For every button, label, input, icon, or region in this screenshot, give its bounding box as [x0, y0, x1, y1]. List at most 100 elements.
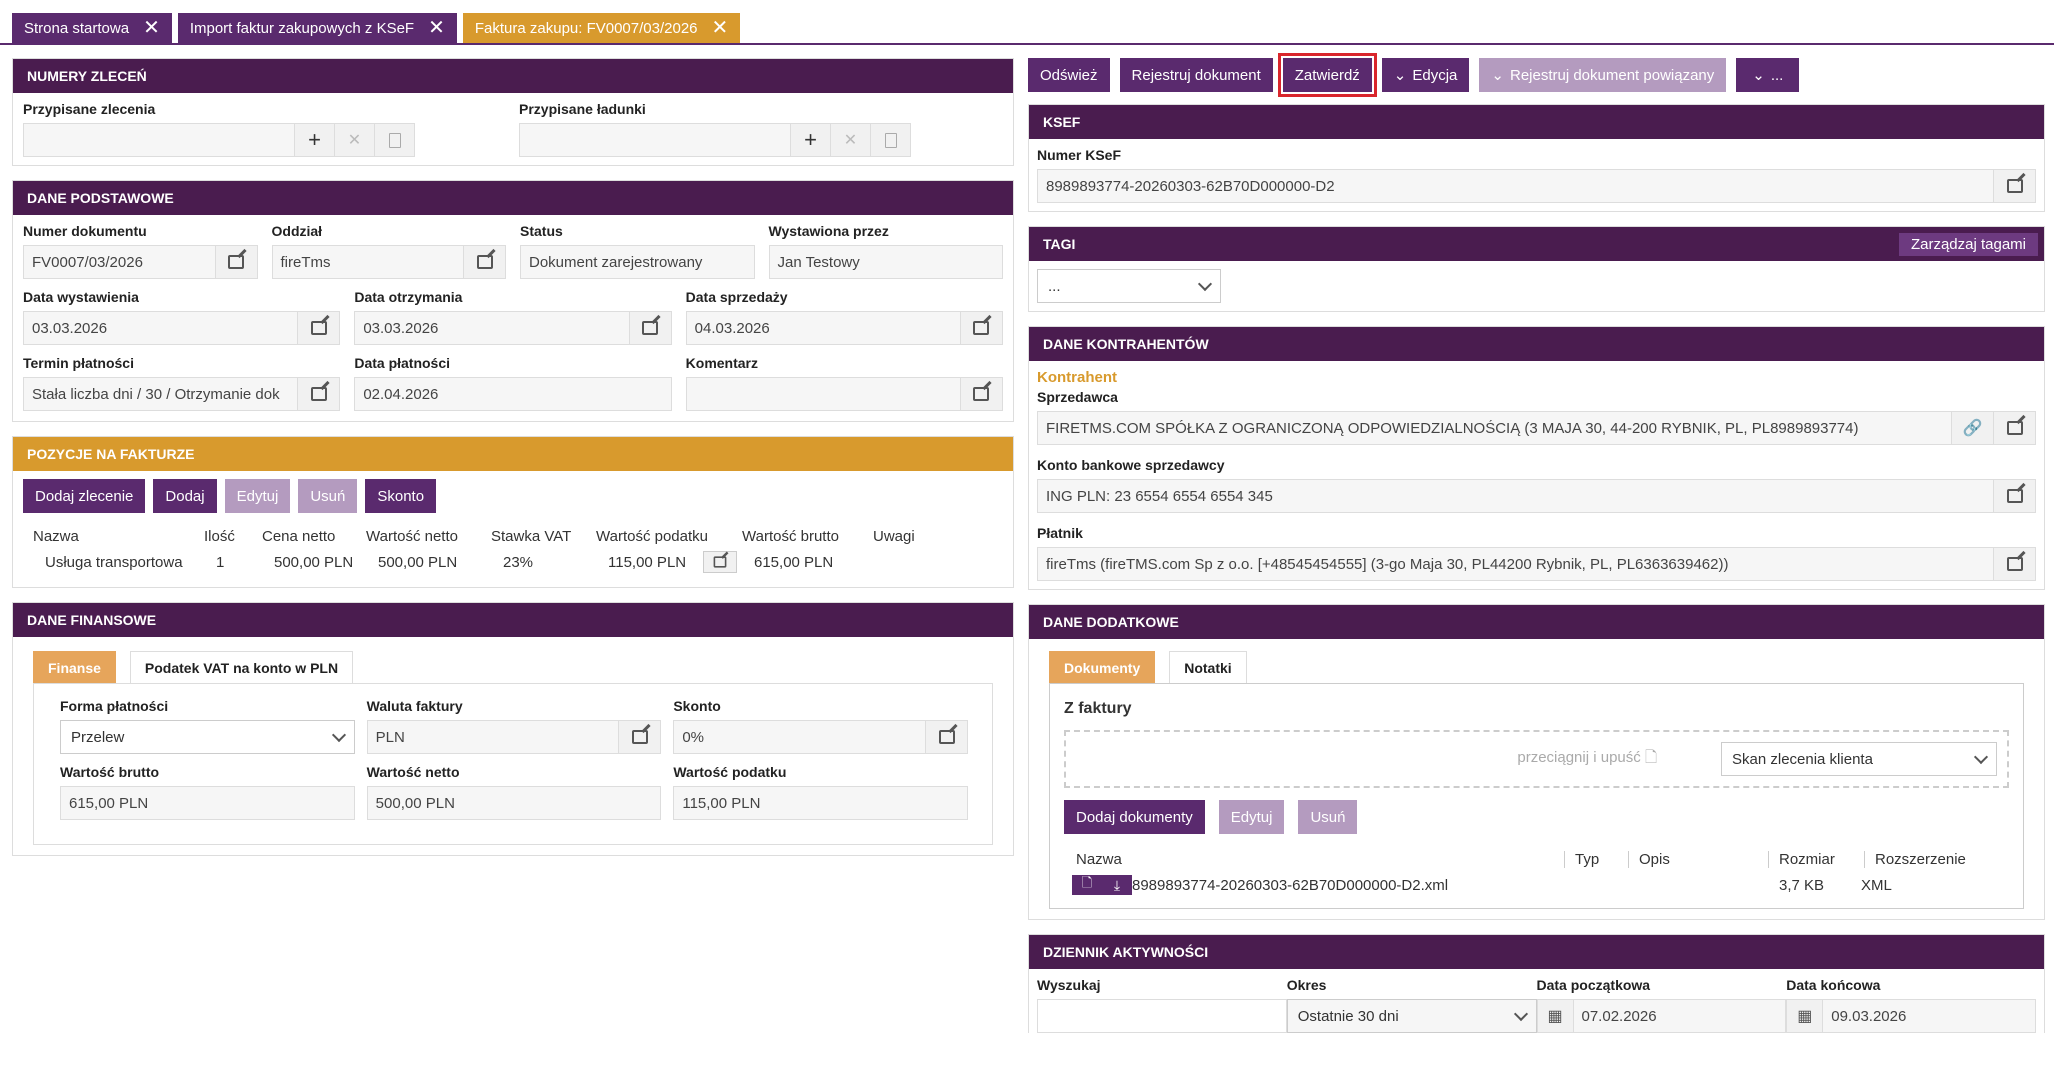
document-number-field[interactable]: FV0007/03/2026 — [23, 245, 258, 279]
table-row[interactable]: Usługa transportowa 1 500,00 PLN 500,00 … — [23, 547, 1003, 577]
add-documents-button[interactable]: Dodaj dokumenty — [1064, 800, 1205, 834]
document-icon[interactable] — [870, 124, 910, 156]
add-button[interactable]: Dodaj — [153, 479, 217, 513]
issue-date-field[interactable]: 03.03.2026 — [23, 311, 341, 345]
financial-panel: DANE FINANSOWE Finanse Podatek VAT na ko… — [12, 602, 1014, 856]
left-column: NUMERY ZLECEŃ Przypisane zlecenia + ✕ Pr… — [12, 58, 1014, 870]
end-date-field[interactable]: ▦ 09.03.2026 — [1786, 999, 2036, 1033]
payment-form-select[interactable]: Przelew — [60, 720, 355, 754]
branch-field[interactable]: fireTms — [271, 245, 506, 279]
edit-icon[interactable] — [959, 378, 1002, 410]
field-label: Status — [520, 223, 563, 239]
clear-icon[interactable]: ✕ — [830, 124, 870, 156]
field-value: 0% — [682, 728, 705, 746]
tab-vat-pln[interactable]: Podatek VAT na konto w PLN — [129, 651, 354, 683]
edit-icon[interactable] — [959, 312, 1002, 344]
field-label: Data płatności — [354, 355, 451, 371]
field-value: ING PLN: 23 6554 6554 6554 345 — [1046, 487, 1273, 505]
additional-panel: DANE DODATKOWE Dokumenty Notatki Z faktu… — [1028, 604, 2045, 920]
register-document-button[interactable]: Rejestruj dokument — [1119, 58, 1273, 92]
edit-button[interactable]: Edytuj — [224, 479, 291, 513]
download-icon[interactable]: ⤓ — [1102, 875, 1132, 895]
close-icon[interactable]: ✕ — [143, 17, 160, 39]
plus-icon[interactable]: + — [294, 124, 334, 156]
discount-field[interactable]: 0% — [673, 720, 969, 754]
receive-date-field[interactable]: 03.03.2026 — [354, 311, 672, 345]
tab-home[interactable]: Strona startowa ✕ — [12, 13, 172, 43]
edit-icon[interactable] — [618, 721, 661, 753]
manage-tags-button[interactable]: Zarządzaj tagami — [1898, 232, 2038, 256]
column-header: Uwagi — [873, 527, 915, 545]
close-icon[interactable]: ✕ — [428, 17, 445, 39]
search-input[interactable] — [1037, 999, 1287, 1033]
edit-menu-button[interactable]: ⌄ Edycja — [1381, 58, 1470, 92]
plus-icon[interactable]: + — [790, 124, 830, 156]
register-related-button[interactable]: ⌄ Rejestruj dokument powiązany — [1479, 58, 1727, 92]
assigned-loads-field[interactable]: + ✕ — [519, 123, 911, 157]
contractor-heading: Kontrahent — [1037, 369, 1117, 386]
document-icon[interactable] — [374, 124, 414, 156]
edit-icon[interactable] — [1993, 170, 2035, 202]
toolbar: Odśwież Rejestruj dokument Zatwierdź ⌄ Ed… — [1028, 53, 2045, 97]
tags-select[interactable]: ... — [1037, 269, 1221, 303]
edit-icon[interactable] — [1993, 548, 2035, 580]
drop-zone[interactable]: przeciągnij i upuść 🗋 Skan zlecenia klie… — [1064, 730, 2009, 788]
edit-icon[interactable] — [463, 246, 505, 278]
more-button[interactable]: ⌄... — [1736, 58, 1800, 92]
file-icon[interactable]: 🗋 — [1072, 875, 1102, 895]
edit-icon[interactable] — [1993, 480, 2035, 512]
sale-date-field[interactable]: 04.03.2026 — [685, 311, 1003, 345]
edit-icon[interactable] — [628, 312, 671, 344]
calendar-icon[interactable]: ▦ — [1537, 1000, 1574, 1032]
tab-invoice[interactable]: Faktura zakupu: FV0007/03/2026 ✕ — [462, 13, 741, 43]
document-type-select[interactable]: Skan zlecenia klienta — [1721, 742, 1997, 776]
calendar-icon[interactable]: ▦ — [1787, 1000, 1824, 1032]
edit-icon[interactable] — [297, 378, 340, 410]
start-date-field[interactable]: ▦ 07.02.2026 — [1536, 999, 1787, 1033]
comment-field[interactable] — [685, 377, 1003, 411]
tab-documents[interactable]: Dokumenty — [1049, 651, 1156, 683]
edit-icon[interactable] — [703, 551, 737, 573]
delete-button[interactable]: Usuń — [298, 479, 358, 513]
chevron-down-icon — [1513, 1006, 1528, 1021]
chevron-down-icon — [331, 727, 346, 742]
seller-field[interactable]: FIRETMS.COM SPÓŁKA Z OGRANICZONĄ ODPOWIE… — [1037, 411, 2036, 445]
add-order-button[interactable]: Dodaj zlecenie — [23, 479, 146, 513]
link-icon[interactable]: 🔗 — [1951, 412, 1993, 444]
close-icon[interactable]: ✕ — [711, 17, 729, 39]
clear-icon[interactable]: ✕ — [334, 124, 374, 156]
tab-finance[interactable]: Finanse — [33, 651, 116, 683]
period-select[interactable]: Ostatnie 30 dni — [1286, 999, 1537, 1033]
edit-document-button[interactable]: Edytuj — [1218, 800, 1285, 834]
field-value: fireTms — [280, 253, 331, 271]
refresh-button[interactable]: Odśwież — [1028, 58, 1110, 92]
edit-icon[interactable] — [297, 312, 340, 344]
discount-button[interactable]: Skonto — [365, 479, 437, 513]
table-row[interactable]: 🗋 ⤓ 8989893774-20260303-62B70D000000-D2.… — [1064, 872, 2009, 898]
field-label: Data sprzedaży — [685, 289, 788, 305]
field-label: Sprzedawca — [1037, 389, 1118, 405]
payer-field[interactable]: fireTms (fireTMS.com Sp z o.o. [+4854545… — [1037, 547, 2036, 581]
field-value: fireTms (fireTMS.com Sp z o.o. [+4854545… — [1046, 555, 1729, 573]
ksef-number-field[interactable]: 8989893774-20260303-62B70D000000-D2 — [1037, 169, 2036, 203]
table-header: Nazwa Ilość Cena netto Wartość netto Sta… — [23, 525, 1003, 547]
payment-term-field[interactable]: Stała liczba dni / 30 / Otrzymanie dok — [23, 377, 341, 411]
assigned-orders-field[interactable]: + ✕ — [23, 123, 415, 157]
field-label: Oddział — [271, 223, 323, 239]
field-value: PLN — [375, 728, 405, 746]
edit-icon[interactable] — [1993, 412, 2035, 444]
delete-document-button[interactable]: Usuń — [1298, 800, 1358, 834]
edit-icon[interactable] — [214, 246, 257, 278]
tab-notes[interactable]: Notatki — [1169, 651, 1247, 683]
field-value: FV0007/03/2026 — [32, 253, 143, 271]
bank-account-field[interactable]: ING PLN: 23 6554 6554 6554 345 — [1037, 479, 2036, 513]
field-label: Wartość brutto — [60, 764, 160, 780]
tab-ksef-import[interactable]: Import faktur zakupowych z KSeF ✕ — [177, 13, 457, 43]
edit-icon[interactable] — [925, 721, 968, 753]
table-cell: 23% — [503, 553, 534, 571]
approve-button[interactable]: Zatwierdź — [1277, 53, 1377, 97]
tags-panel: TAGI Zarządzaj tagami ... — [1028, 226, 2045, 312]
currency-field[interactable]: PLN — [366, 720, 662, 754]
field-label: Wartość podatku — [673, 764, 787, 780]
activity-panel: DZIENNIK AKTYWNOŚCI Wyszukaj Okres Ostat… — [1028, 934, 2045, 1033]
